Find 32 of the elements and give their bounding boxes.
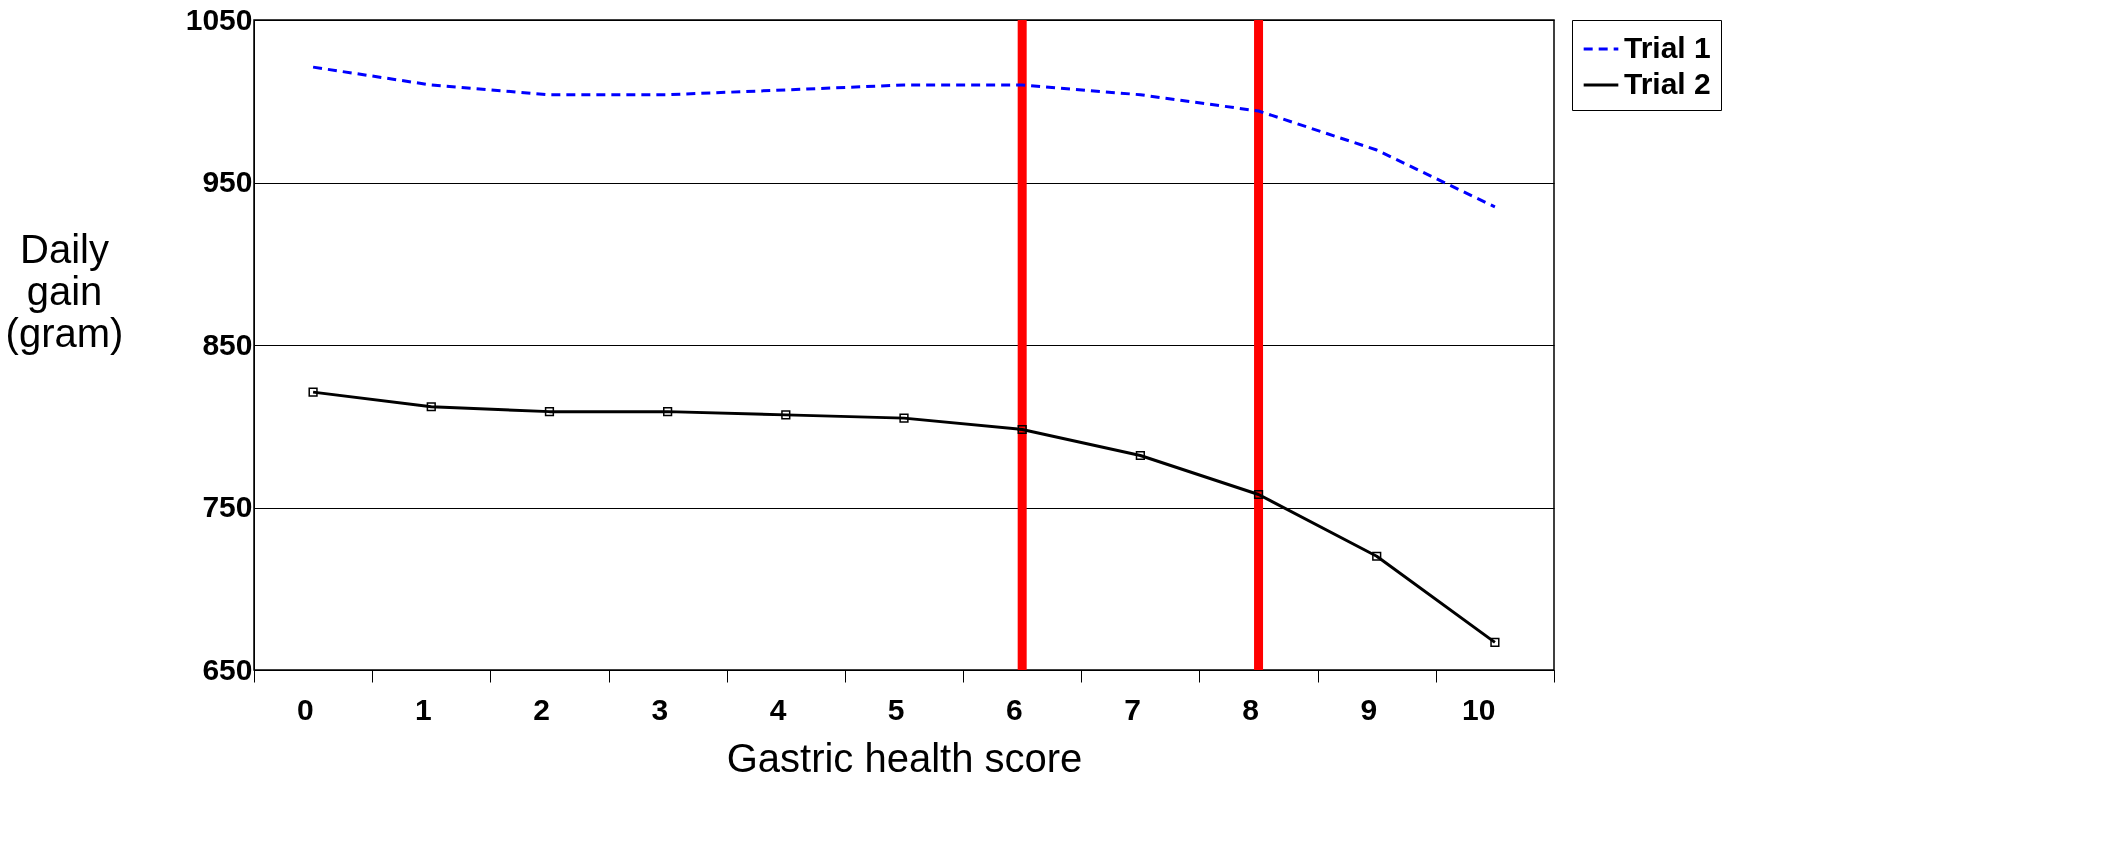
x-tick-label: 10 — [1462, 692, 1496, 726]
y-tick-label: 650 — [202, 652, 253, 686]
point — [1017, 424, 1027, 435]
x-tick-label: 2 — [533, 692, 550, 726]
y-tick-label: 850 — [202, 327, 253, 361]
x-tick-label: 9 — [1360, 692, 1378, 726]
point — [663, 407, 673, 417]
point — [899, 413, 909, 423]
x-tick-label: 7 — [1124, 692, 1141, 726]
x-tick-label: 0 — [296, 692, 314, 726]
line-series — [311, 65, 1497, 209]
point — [1135, 450, 1145, 461]
point — [1253, 489, 1264, 500]
point — [308, 387, 318, 397]
y-tick-label: 1050 — [185, 2, 253, 36]
x-tick-label: 1 — [415, 692, 432, 726]
x-tick-label: 4 — [769, 692, 787, 726]
x-tick-label: 6 — [1005, 692, 1023, 726]
legend-label: Trial 1 — [1624, 31, 1711, 64]
point — [1490, 637, 1500, 647]
point — [426, 402, 436, 412]
x-tick-label: 5 — [887, 692, 905, 726]
x-tick-label: 3 — [651, 692, 669, 726]
y-tick-label: 950 — [202, 165, 253, 198]
point — [781, 410, 791, 420]
y-tick-label: 750 — [202, 490, 253, 523]
x-tick-label: 8 — [1242, 692, 1260, 726]
legend-label: Trial 2 — [1624, 67, 1711, 100]
x-axis-title: Gastric health score — [726, 735, 1083, 780]
point — [544, 407, 555, 417]
point — [1372, 551, 1382, 561]
y-axis-title: Daily gain (gram) — [5, 226, 124, 355]
